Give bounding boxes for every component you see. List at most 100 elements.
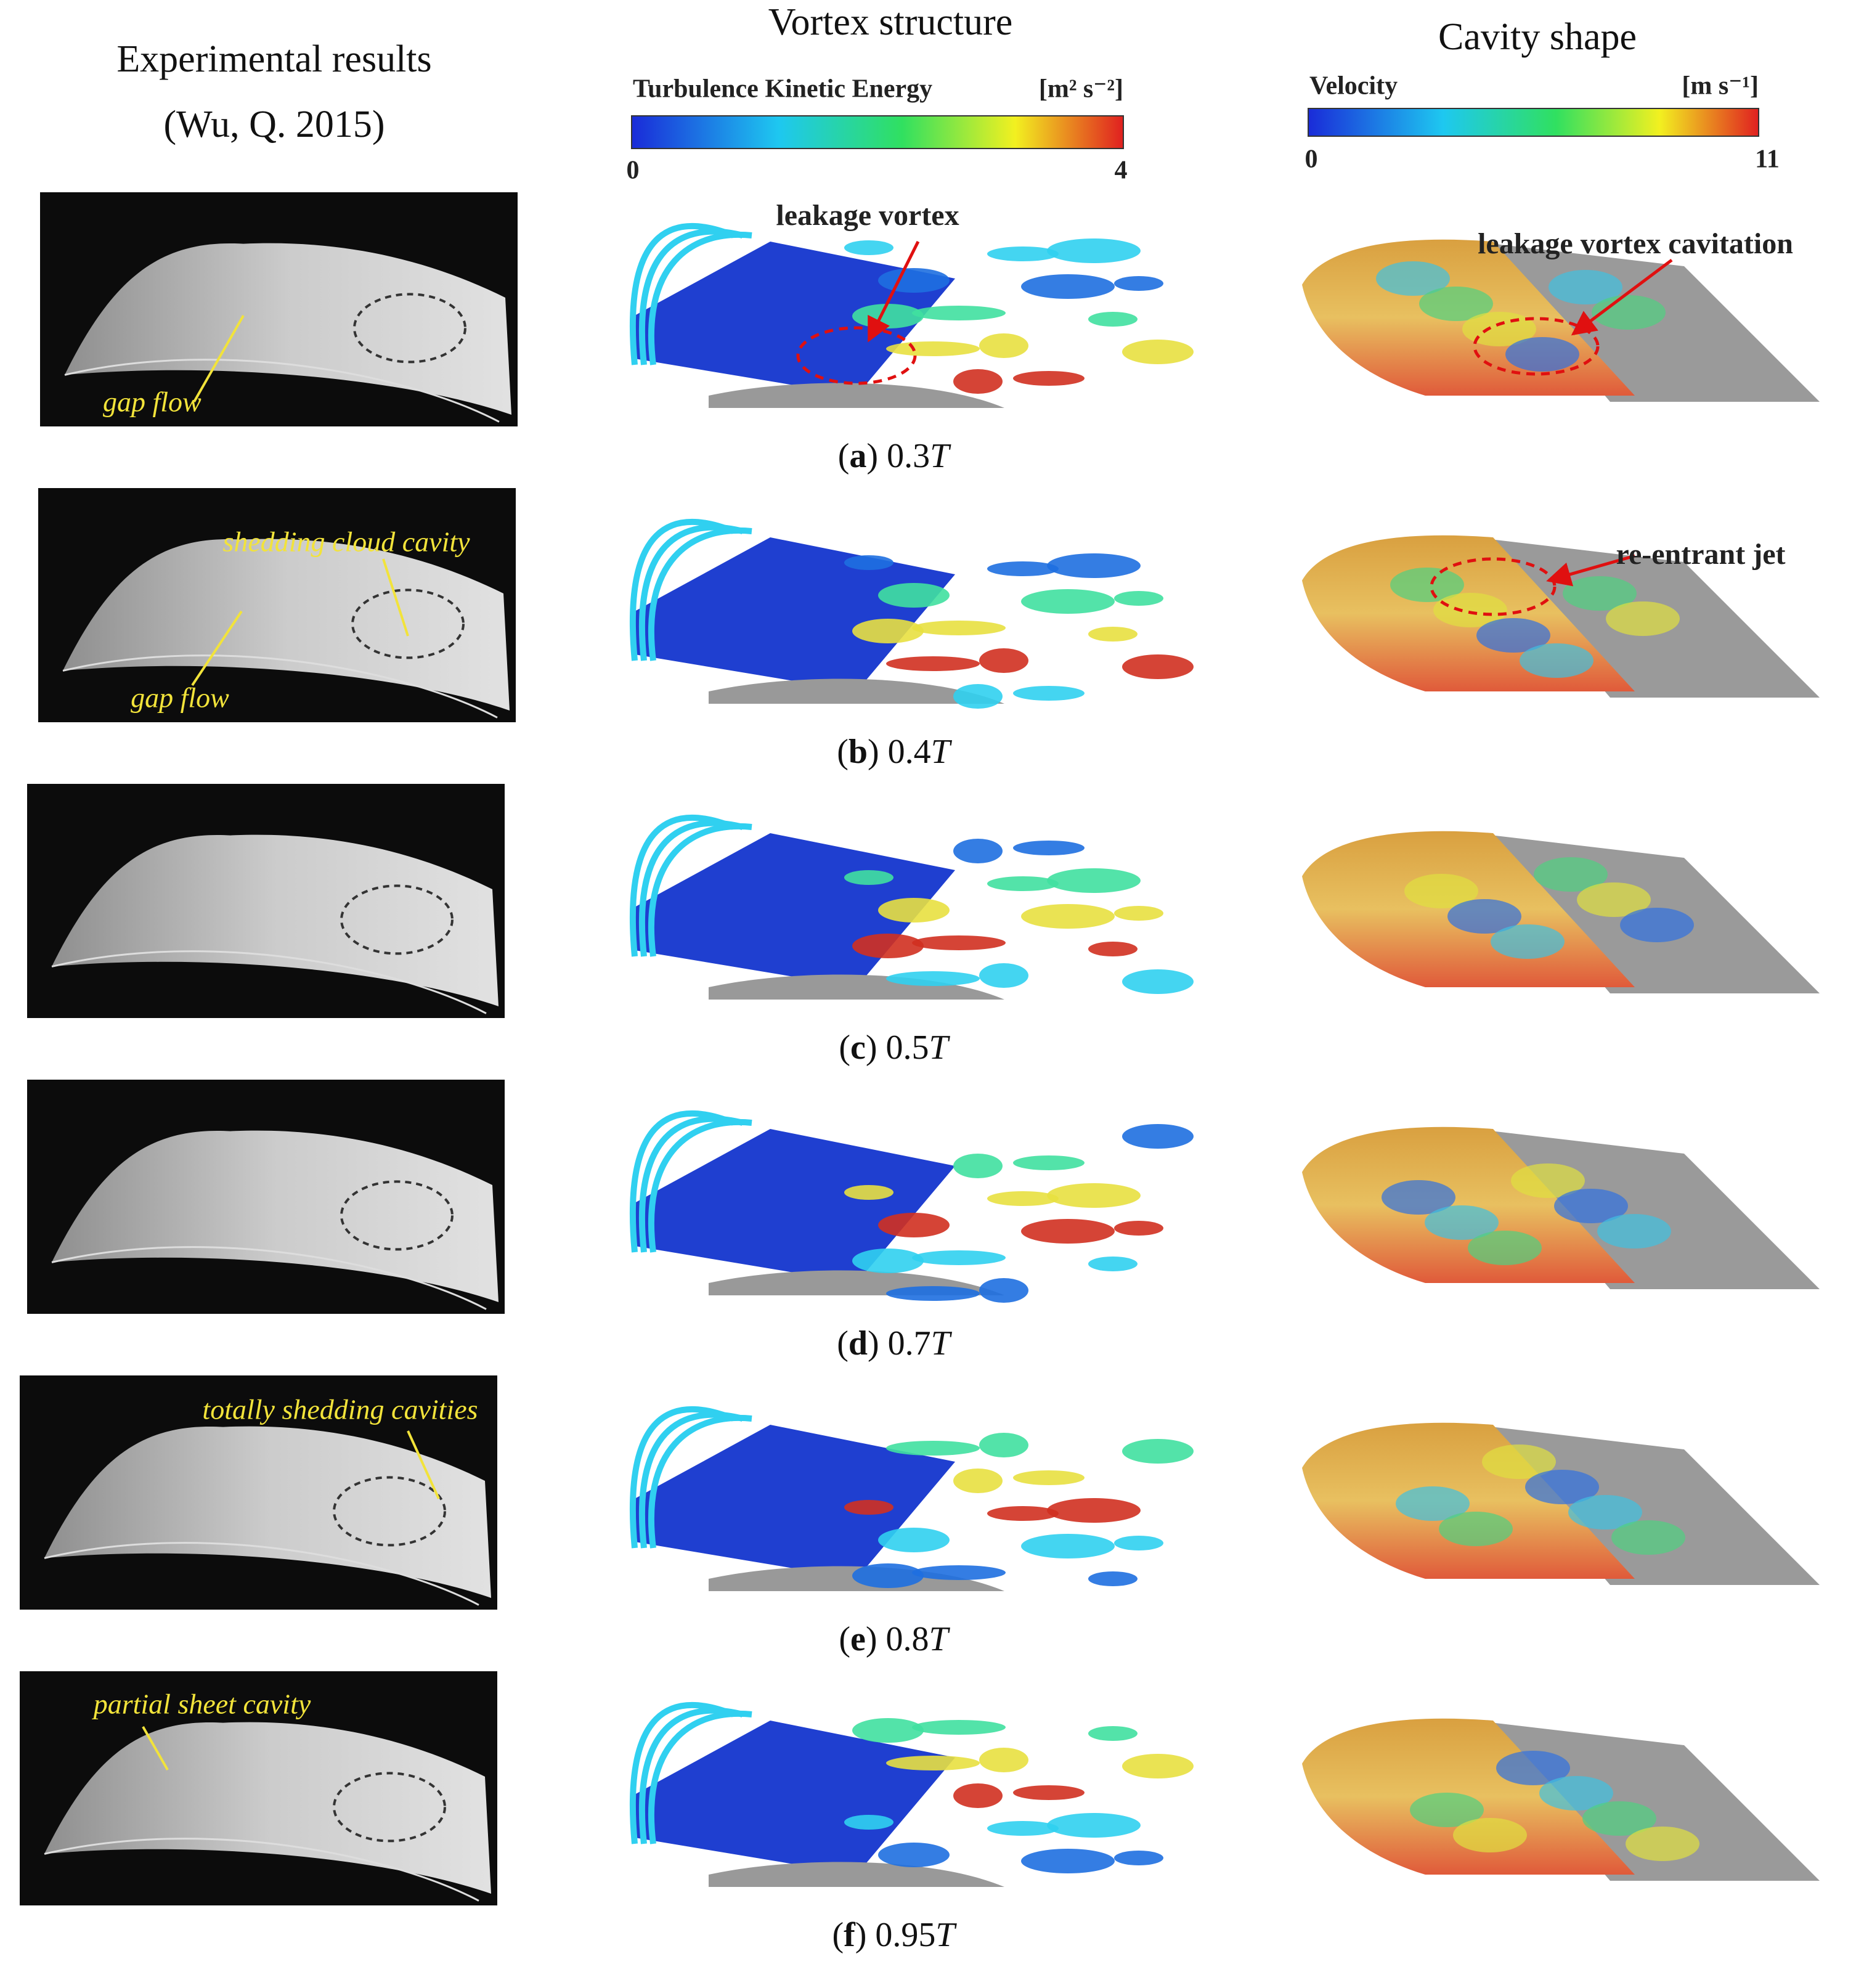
caption-part: e bbox=[850, 1620, 866, 1658]
vortex-blob bbox=[886, 1441, 980, 1456]
caption-part: T bbox=[929, 1029, 951, 1067]
vortex-blob bbox=[979, 1278, 1028, 1303]
vortex-blob bbox=[1021, 1534, 1115, 1558]
foil-edge bbox=[44, 1838, 479, 1902]
foil-surface bbox=[635, 1425, 955, 1579]
vortex-blob bbox=[878, 268, 950, 293]
caption-part: ( bbox=[837, 733, 849, 771]
vortex-blob bbox=[844, 870, 893, 885]
cavity-render bbox=[1302, 1422, 1820, 1585]
pointer-arrow bbox=[1571, 259, 1673, 336]
caption-part: ( bbox=[839, 1029, 850, 1067]
foil-edge bbox=[44, 1542, 479, 1606]
colorbar bbox=[1308, 108, 1759, 137]
foil-edge bbox=[64, 359, 500, 423]
vortex-blob bbox=[1088, 1726, 1138, 1741]
vortex-blob bbox=[1122, 1124, 1194, 1149]
cavity-blob bbox=[1468, 1231, 1542, 1265]
cavity-circle bbox=[351, 589, 465, 659]
vortex-blob bbox=[1013, 1785, 1085, 1800]
vortex-blob bbox=[987, 876, 1059, 891]
cavity-blob bbox=[1439, 1512, 1513, 1546]
pointer-line bbox=[193, 315, 245, 402]
vortex-blob bbox=[912, 1250, 1006, 1265]
vortex-tube bbox=[629, 518, 735, 661]
foil-lower bbox=[709, 1862, 1004, 1887]
vortex-blob bbox=[1122, 340, 1194, 364]
vortex-blob bbox=[953, 839, 1003, 863]
vortex-blob bbox=[1114, 1851, 1163, 1865]
vortex-blob bbox=[844, 240, 893, 255]
vortex-blob bbox=[953, 1783, 1003, 1808]
cavity-blob bbox=[1396, 1486, 1470, 1521]
caption-part: c bbox=[850, 1029, 866, 1067]
vortex-blob bbox=[1114, 1536, 1163, 1550]
colorbar-max: 11 bbox=[1755, 145, 1780, 174]
vortex-blob bbox=[1114, 1221, 1163, 1236]
vortex-blob bbox=[987, 1506, 1059, 1521]
cavity-blob bbox=[1539, 1776, 1613, 1811]
vortex-blob bbox=[844, 555, 893, 570]
experiment-photo: totally shedding cavities bbox=[20, 1375, 497, 1610]
vortex-blob bbox=[1088, 312, 1138, 327]
vortex-blob bbox=[1114, 591, 1163, 606]
vortex-blob bbox=[987, 246, 1059, 261]
cavity-blob bbox=[1525, 1470, 1599, 1504]
vortex-blob bbox=[979, 1433, 1028, 1457]
vortex-blob bbox=[987, 561, 1059, 576]
vortex-blob bbox=[844, 1185, 893, 1200]
vortex-render bbox=[629, 518, 1194, 709]
panel-caption: (e) 0.8T bbox=[839, 1620, 950, 1658]
vortex-blob bbox=[912, 1565, 1006, 1580]
panel-caption: (f) 0.95T bbox=[832, 1916, 957, 1954]
caption-part: T bbox=[931, 733, 953, 771]
hydrofoil bbox=[52, 1130, 499, 1302]
vortex-blob bbox=[1088, 627, 1138, 642]
vortex-blob bbox=[886, 1286, 980, 1301]
highlight-circle bbox=[1430, 557, 1557, 616]
cavity-blob bbox=[1626, 1827, 1699, 1861]
cavity-circle bbox=[340, 1180, 454, 1251]
hydrofoil bbox=[44, 1426, 491, 1598]
render-annotation: re-entrant jet bbox=[1616, 538, 1786, 571]
cavity-blob bbox=[1382, 1180, 1455, 1215]
vortex-blob bbox=[878, 1528, 950, 1552]
photo-annotation: partial sheet cavity bbox=[92, 1689, 311, 1720]
caption-part: ( bbox=[837, 1324, 849, 1363]
vortex-blob bbox=[852, 304, 924, 328]
cavity-blob bbox=[1592, 295, 1666, 330]
caption-part: ) 0.5 bbox=[866, 1029, 929, 1067]
vortex-blob bbox=[912, 306, 1006, 320]
vortex-blob bbox=[953, 1469, 1003, 1493]
vortex-blob bbox=[1021, 904, 1115, 929]
vortex-blob bbox=[953, 1154, 1003, 1178]
cavity-blob bbox=[1606, 601, 1680, 636]
cavity-circle bbox=[340, 884, 454, 955]
vortex-blob bbox=[987, 1821, 1059, 1836]
vortex-blob bbox=[1021, 274, 1115, 299]
column-header: Cavity shape bbox=[1438, 16, 1637, 58]
cavity-render bbox=[1302, 1126, 1820, 1289]
foil-tail bbox=[1475, 1425, 1820, 1585]
cavity-blob bbox=[1410, 1793, 1484, 1827]
vortex-blob bbox=[1047, 1498, 1141, 1523]
caption-part: d bbox=[849, 1324, 868, 1363]
caption-part: ) 0.7 bbox=[868, 1324, 931, 1363]
pointer-line bbox=[142, 1726, 169, 1770]
cavity-blob bbox=[1582, 1801, 1656, 1836]
vortex-blob bbox=[912, 1720, 1006, 1735]
vortex-blob bbox=[886, 341, 980, 356]
vortex-blob bbox=[1021, 1219, 1115, 1244]
column-header: (Wu, Q. 2015) bbox=[163, 104, 385, 145]
colorbar-min: 0 bbox=[627, 157, 640, 185]
vortex-blob bbox=[1122, 969, 1194, 994]
vortex-blob bbox=[1114, 276, 1163, 291]
cavity-blob bbox=[1496, 1751, 1570, 1785]
foil-edge bbox=[51, 1246, 487, 1310]
pointer-arrow bbox=[1546, 554, 1635, 587]
vortex-blob bbox=[844, 1500, 893, 1515]
caption-part: b bbox=[849, 733, 868, 771]
caption-part: ) 0.3 bbox=[866, 437, 930, 475]
foil-surface bbox=[635, 1721, 955, 1875]
